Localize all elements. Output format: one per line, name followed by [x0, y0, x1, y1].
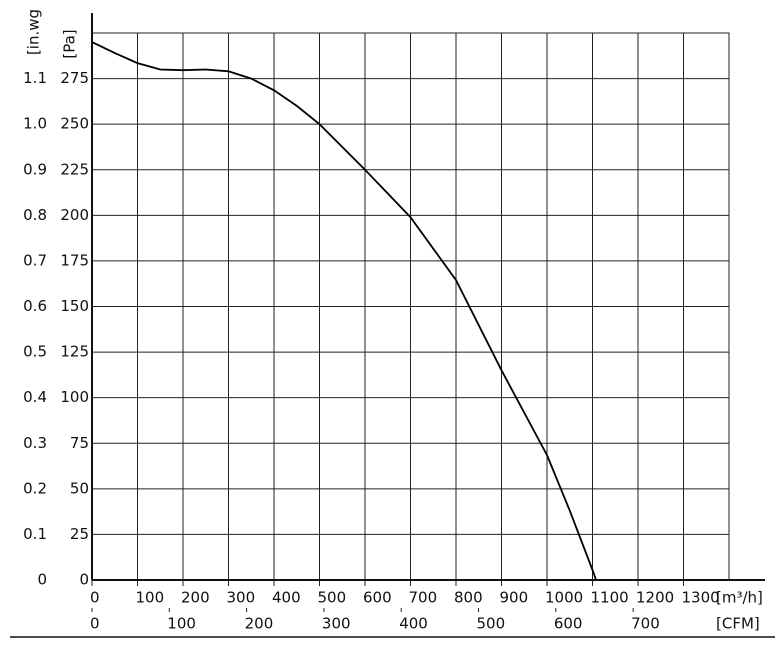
y2-tick-label: 0.7: [23, 251, 47, 269]
x2-tick-label: 500: [477, 615, 506, 633]
x-tick-label: 1100: [591, 589, 629, 607]
x2-tick-label: 100: [167, 615, 196, 633]
y-tick-label: 0: [79, 571, 89, 589]
x-tick-label: 800: [454, 589, 483, 607]
y2-axis-label: [in.wg: [25, 9, 43, 55]
y2-tick-label: 0.2: [23, 479, 47, 497]
y2-tick-label: 0: [37, 571, 47, 589]
x-tick-label: 500: [318, 589, 347, 607]
y2-tick-label: 0.5: [23, 343, 47, 361]
y-tick-label: 250: [60, 115, 89, 133]
x-tick-label: 400: [272, 589, 301, 607]
y2-tick-label: 1.0: [23, 115, 47, 133]
x-tick-label: 0: [90, 589, 100, 607]
y2-tick-label: 0.4: [23, 388, 47, 406]
x2-tick-label: 600: [554, 615, 583, 633]
x2-axis-label: [CFM]: [716, 615, 760, 633]
y-tick-label: 50: [70, 479, 89, 497]
x-tick-label: 1200: [636, 589, 674, 607]
x-tick-label: 200: [181, 589, 210, 607]
x-axis-label: [m³/h]: [716, 589, 763, 607]
y2-tick-label: 0.6: [23, 297, 47, 315]
y2-tick-label: 1.1: [23, 69, 47, 87]
x2-tick-label: 300: [322, 615, 351, 633]
y-tick-label: 125: [60, 343, 89, 361]
y-tick-label: 75: [70, 434, 89, 452]
y-tick-label: 25: [70, 525, 89, 543]
y-tick-label: 225: [60, 160, 89, 178]
y2-tick-label: 0.3: [23, 434, 47, 452]
x-tick-label: 100: [136, 589, 165, 607]
y-tick-label: 150: [60, 297, 89, 315]
y-tick-label: 200: [60, 206, 89, 224]
y-axis-label: [Pa]: [61, 29, 79, 58]
x-tick-label: 1000: [545, 589, 583, 607]
x-tick-label: 900: [500, 589, 529, 607]
curve: [91, 41, 597, 581]
x2-tick-label: 700: [631, 615, 660, 633]
x-tick-label: 700: [409, 589, 438, 607]
x2-tick-label: 0: [90, 615, 100, 633]
x2-tick-label: 400: [399, 615, 428, 633]
y-tick-label: 175: [60, 251, 89, 269]
y2-tick-label: 0.9: [23, 160, 47, 178]
x2-tick-label: 200: [245, 615, 274, 633]
x-tick-label: 1300: [682, 589, 720, 607]
x-tick-label: 600: [363, 589, 392, 607]
y-tick-label: 275: [60, 69, 89, 87]
y-tick-label: 100: [60, 388, 89, 406]
y2-tick-label: 0.1: [23, 525, 47, 543]
x-tick-label: 300: [227, 589, 256, 607]
y2-tick-label: 0.8: [23, 206, 47, 224]
